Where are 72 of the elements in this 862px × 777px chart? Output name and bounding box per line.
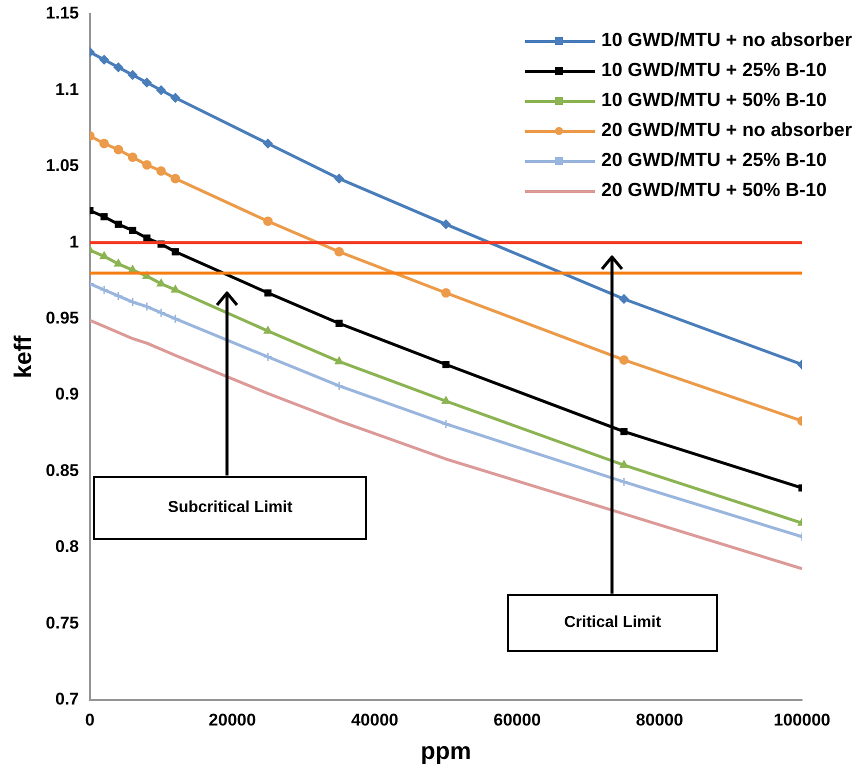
point xyxy=(336,320,343,327)
point xyxy=(442,396,450,404)
y-tick-label: 0.95 xyxy=(46,308,79,328)
y-tick-label: 0.9 xyxy=(55,384,79,404)
point xyxy=(156,279,166,286)
point xyxy=(620,460,628,468)
point xyxy=(264,289,272,296)
y-tick-label: 0.7 xyxy=(55,689,79,708)
point xyxy=(619,477,629,487)
annotation: Subcritical Limit xyxy=(168,498,292,517)
point xyxy=(441,220,451,230)
point xyxy=(128,152,138,162)
y-tick-label: 0.8 xyxy=(55,537,79,556)
y-axis-title: keff xyxy=(10,334,38,378)
y-tick-label: 0.85 xyxy=(46,460,79,480)
point xyxy=(99,138,109,148)
point xyxy=(143,234,150,242)
x-axis-title: ppm xyxy=(420,738,472,766)
point xyxy=(263,138,273,148)
point xyxy=(619,355,629,365)
y-tick-label: 1.1 xyxy=(55,80,79,99)
legend-label: 10 GWD/MTU + 25% B-10 xyxy=(601,60,827,82)
point xyxy=(442,360,450,368)
point xyxy=(128,297,138,307)
point xyxy=(334,174,344,184)
point xyxy=(142,78,152,88)
legend-label: 20 GWD/MTU + 25% B-10 xyxy=(601,150,827,172)
legend-label: 20 GWD/MTU + no absorber xyxy=(601,120,852,142)
x-tick-label: 60000 xyxy=(494,710,541,730)
point xyxy=(170,174,180,184)
point xyxy=(620,428,628,436)
y-tick-label: 0.75 xyxy=(46,613,79,632)
x-tick-label: 100000 xyxy=(774,710,830,730)
point xyxy=(263,216,273,226)
point xyxy=(114,220,122,228)
legend-label: 10 GWD/MTU + no absorber xyxy=(601,30,852,52)
point xyxy=(99,285,109,295)
legend-label: 20 GWD/MTU + 50% B-10 xyxy=(601,180,827,202)
point xyxy=(114,62,124,72)
point xyxy=(170,93,180,103)
point xyxy=(619,294,629,304)
callout-box: Critical Limit xyxy=(507,594,718,652)
point xyxy=(142,160,152,170)
x-tick-label: 20000 xyxy=(208,710,256,730)
point xyxy=(99,54,109,64)
point xyxy=(114,144,124,154)
x-tick-label: 40000 xyxy=(351,710,398,730)
point xyxy=(334,356,344,364)
x-tick-label: 0 xyxy=(85,710,95,730)
point xyxy=(334,246,344,256)
y-tick-label: 1.05 xyxy=(46,156,79,176)
y-tick-label: 1.15 xyxy=(46,4,79,23)
point xyxy=(156,166,166,176)
point xyxy=(156,308,166,318)
point xyxy=(129,226,136,234)
callout-box: Subcritical Limit xyxy=(93,476,367,540)
point xyxy=(142,302,152,312)
point xyxy=(114,291,124,301)
point xyxy=(441,288,451,298)
point xyxy=(263,352,273,362)
point xyxy=(156,85,166,95)
annotation: Critical Limit xyxy=(564,614,662,632)
point xyxy=(128,70,138,80)
y-tick-label: 1 xyxy=(69,232,79,252)
point xyxy=(441,419,451,429)
legend-label: 10 GWD/MTU + 50% B-10 xyxy=(601,90,827,112)
point xyxy=(170,314,180,324)
point xyxy=(100,213,108,220)
point xyxy=(334,381,344,391)
x-tick-label: 80000 xyxy=(636,710,684,730)
point xyxy=(172,248,179,256)
point xyxy=(100,252,108,260)
